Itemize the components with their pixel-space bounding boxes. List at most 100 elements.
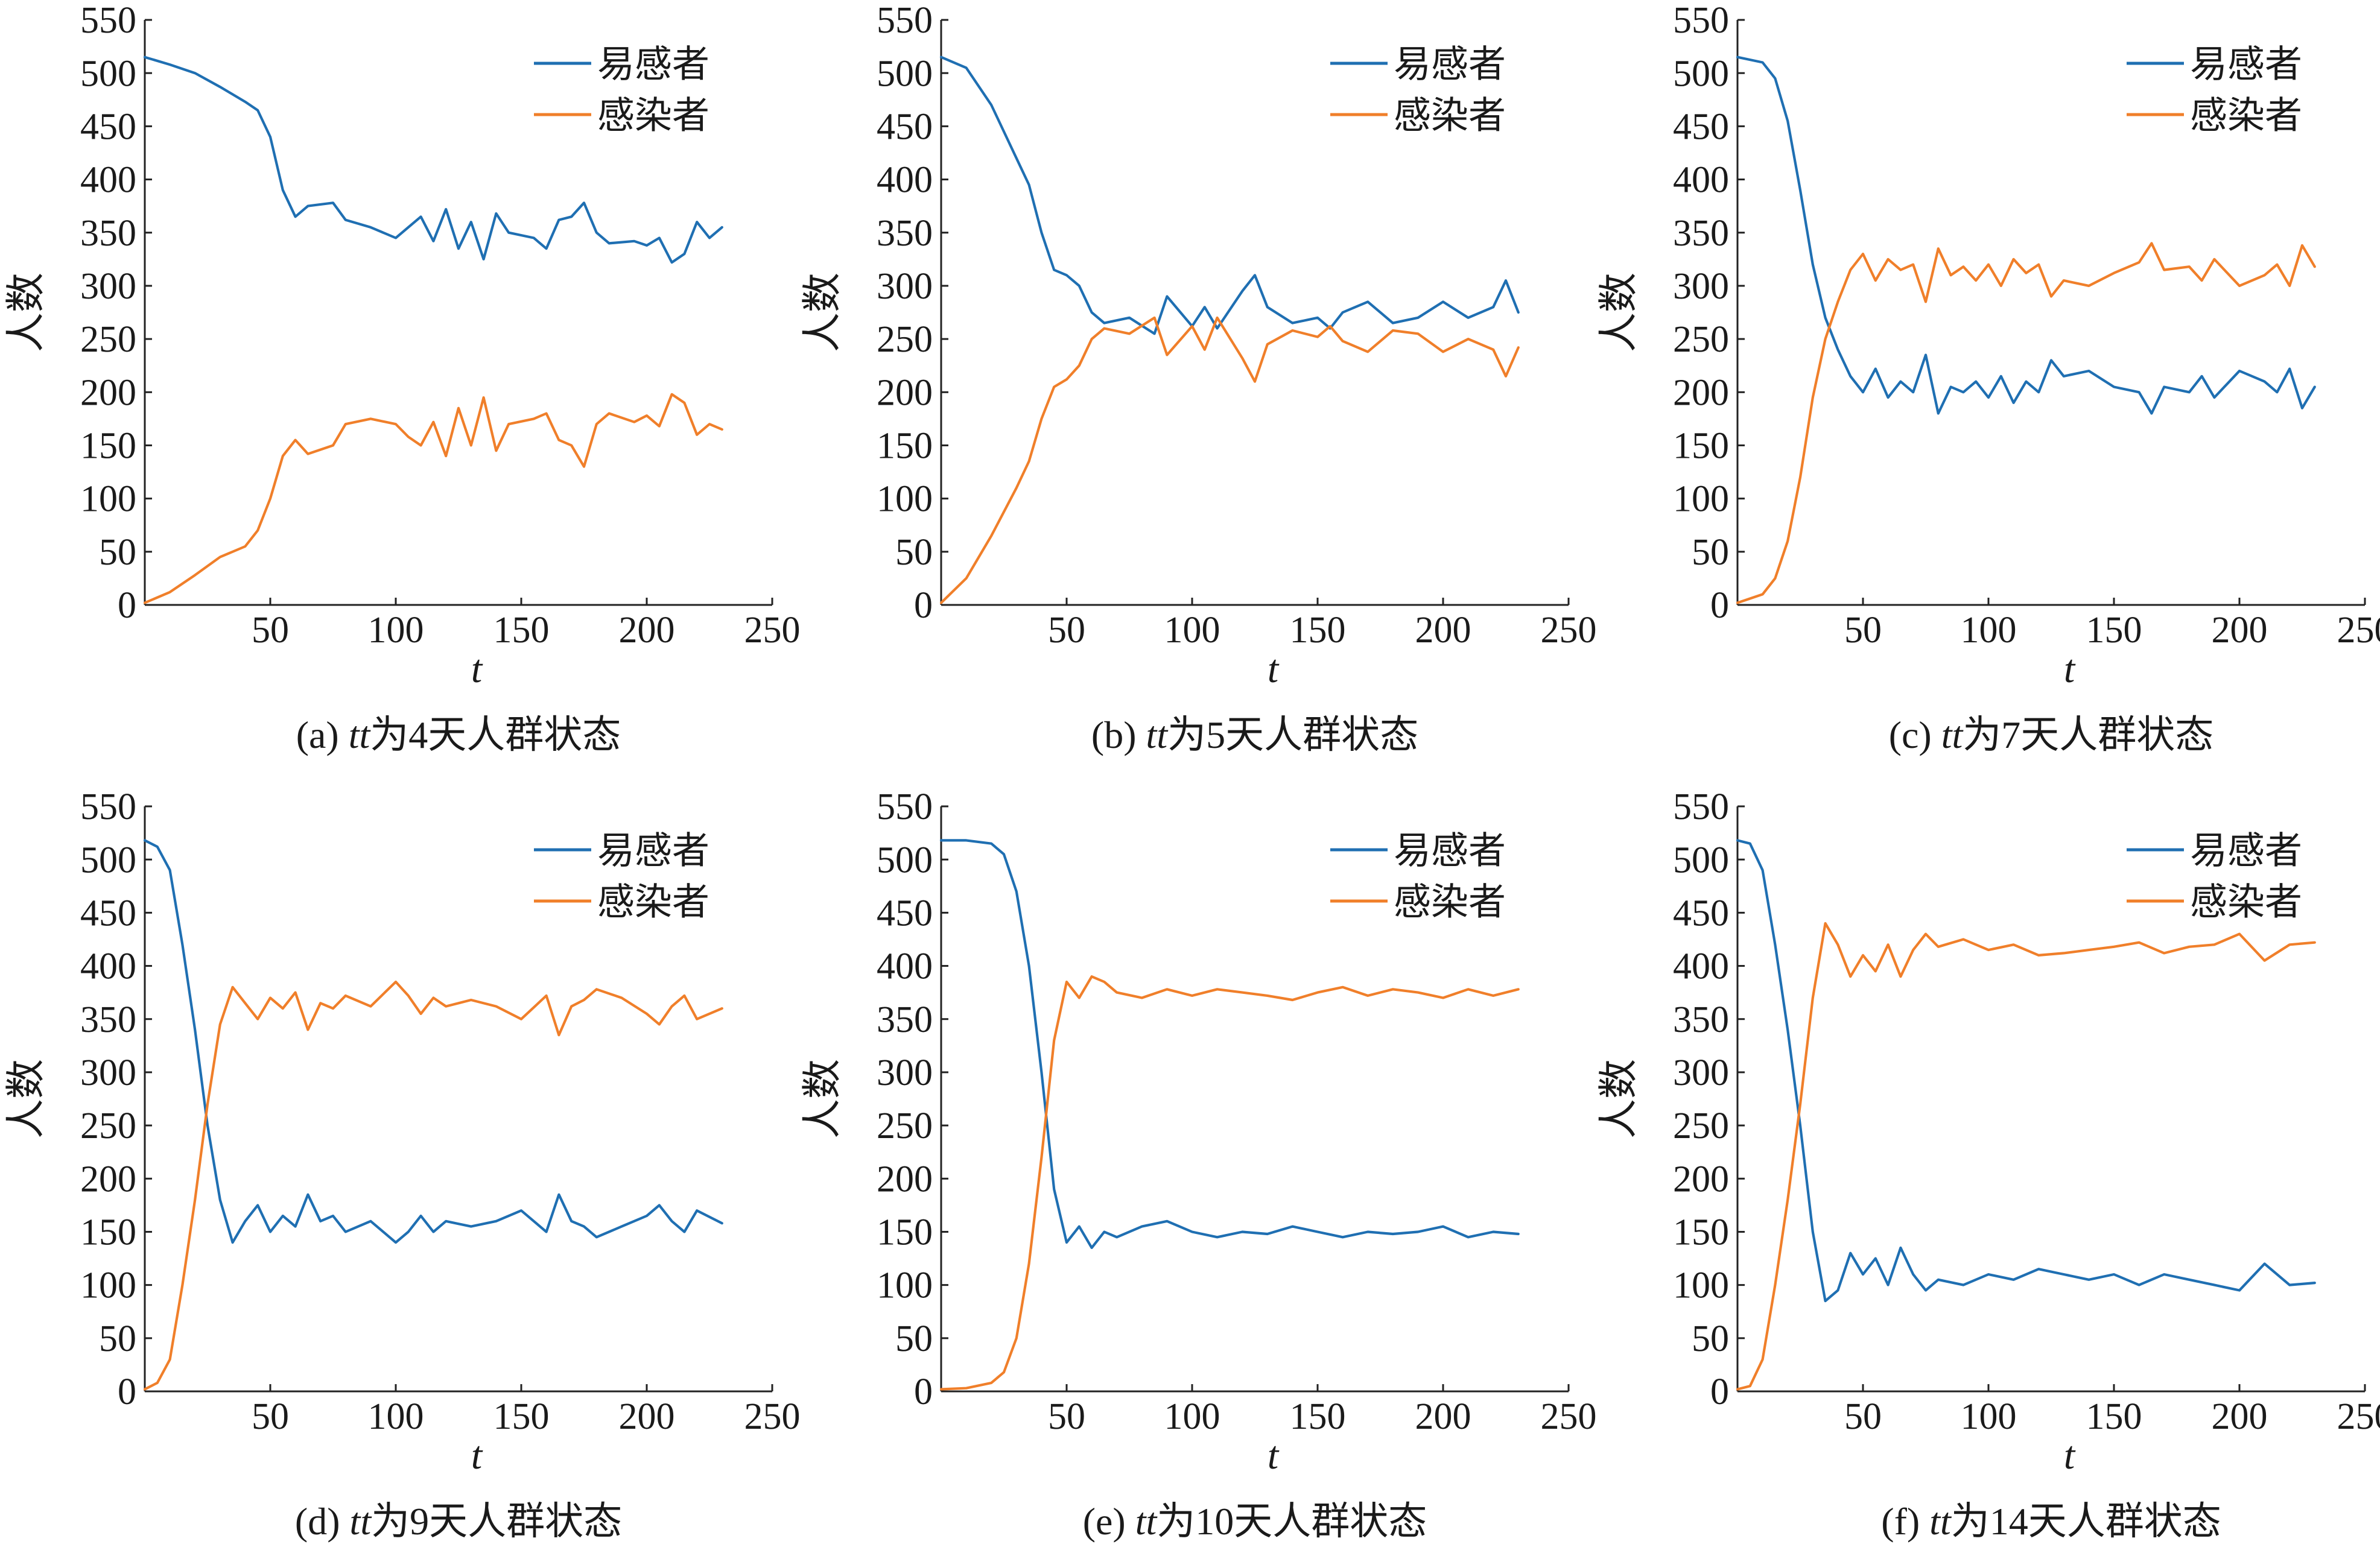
y-tick-label: 450 xyxy=(877,893,933,934)
x-tick-label: 250 xyxy=(1541,1396,1597,1437)
x-axis-label: t xyxy=(471,1434,483,1478)
y-tick-label: 50 xyxy=(99,532,136,573)
series-line-infected xyxy=(939,975,1520,1391)
y-tick-label: 400 xyxy=(877,946,933,987)
x-tick-label: 50 xyxy=(252,610,289,651)
y-tick-label: 450 xyxy=(877,106,933,147)
y-tick-label: 100 xyxy=(1673,1265,1729,1306)
y-tick-label: 400 xyxy=(80,946,136,987)
x-tick-label: 200 xyxy=(619,610,675,651)
x-axis-label: t xyxy=(471,647,483,691)
chart-panel-4: 0 50 100 150 200 250 300 350 400 450 500 550 50 100 15… xyxy=(4,786,801,1543)
legend-label: 感染者 xyxy=(1394,882,1506,923)
y-tick-label: 300 xyxy=(80,1052,136,1093)
y-tick-label: 150 xyxy=(80,426,136,467)
legend-label: 感染者 xyxy=(597,882,709,923)
y-tick-label: 350 xyxy=(80,999,136,1040)
y-tick-label: 150 xyxy=(877,426,933,467)
y-tick-label: 250 xyxy=(877,1105,933,1147)
y-tick-label: 100 xyxy=(1673,479,1729,520)
y-tick-label: 50 xyxy=(1692,532,1729,573)
x-tick-label: 200 xyxy=(1415,1396,1471,1437)
y-tick-label: 100 xyxy=(877,479,933,520)
y-tick-label: 550 xyxy=(1673,0,1729,41)
chart-panel-3: 0 50 100 150 200 250 300 350 400 450 500 550 50 100 15… xyxy=(1597,0,2380,756)
x-tick-label: 100 xyxy=(1961,1396,2017,1437)
chart-panel-5: 0 50 100 150 200 250 300 350 400 450 500 550 50 100 15… xyxy=(801,786,1597,1543)
legend-label: 感染者 xyxy=(2190,882,2302,923)
y-tick-label: 550 xyxy=(1673,786,1729,827)
y-tick-label: 50 xyxy=(895,532,933,573)
legend-label: 感染者 xyxy=(2190,95,2302,136)
x-tick-label: 150 xyxy=(1290,1396,1346,1437)
y-tick-label: 350 xyxy=(1673,999,1729,1040)
legend-label: 易感者 xyxy=(1394,44,1506,85)
y-tick-label: 200 xyxy=(877,1159,933,1200)
y-tick-label: 200 xyxy=(80,372,136,413)
series-line-susceptible xyxy=(1736,55,2316,415)
y-tick-label: 500 xyxy=(80,840,136,881)
x-tick-label: 150 xyxy=(2086,1396,2142,1437)
y-tick-label: 250 xyxy=(1673,319,1729,360)
x-tick-label: 200 xyxy=(619,1396,675,1437)
x-tick-label: 100 xyxy=(1164,1396,1220,1437)
y-tick-label: 350 xyxy=(1673,213,1729,254)
x-tick-label: 50 xyxy=(1048,1396,1085,1437)
series-line-infected xyxy=(1736,922,2316,1391)
y-tick-label: 500 xyxy=(1673,53,1729,94)
y-tick-label: 250 xyxy=(80,319,136,360)
y-tick-label: 450 xyxy=(80,893,136,934)
y-axis-label: 人数 xyxy=(801,273,845,352)
y-tick-label: 450 xyxy=(1673,893,1729,934)
y-tick-label: 0 xyxy=(1710,1371,1729,1412)
y-tick-label: 400 xyxy=(80,160,136,201)
x-tick-label: 150 xyxy=(2086,610,2142,651)
x-tick-label: 50 xyxy=(252,1396,289,1437)
legend-label: 易感者 xyxy=(2190,44,2302,85)
y-axis-label: 人数 xyxy=(1597,1059,1641,1139)
series-line-infected xyxy=(143,393,723,604)
panel-caption: (b) tt为5天人群状态 xyxy=(1091,713,1418,756)
y-tick-label: 150 xyxy=(1673,1212,1729,1253)
y-tick-label: 400 xyxy=(877,160,933,201)
panel-caption: (e) tt为10天人群状态 xyxy=(1083,1500,1427,1543)
x-axis-label: t xyxy=(1268,647,1280,691)
series-line-infected xyxy=(939,316,1520,604)
y-axis-label: 人数 xyxy=(4,273,48,352)
y-tick-label: 450 xyxy=(1673,106,1729,147)
legend-label: 易感者 xyxy=(597,830,709,871)
y-tick-label: 0 xyxy=(118,1371,136,1412)
y-tick-label: 500 xyxy=(80,53,136,94)
y-tick-label: 250 xyxy=(877,319,933,360)
panel-caption: (f) tt为14天人群状态 xyxy=(1881,1500,2221,1543)
y-tick-label: 400 xyxy=(1673,946,1729,987)
y-tick-label: 200 xyxy=(1673,1159,1729,1200)
x-tick-label: 250 xyxy=(2337,1396,2380,1437)
series-line-susceptible xyxy=(1736,839,2316,1303)
series-line-susceptible xyxy=(939,839,1520,1249)
x-tick-label: 250 xyxy=(2337,610,2380,651)
y-tick-label: 550 xyxy=(80,786,136,827)
y-tick-label: 550 xyxy=(877,0,933,41)
y-tick-label: 500 xyxy=(1673,840,1729,881)
y-tick-label: 250 xyxy=(1673,1105,1729,1147)
y-tick-label: 50 xyxy=(895,1318,933,1359)
x-tick-label: 50 xyxy=(1048,610,1085,651)
x-tick-label: 250 xyxy=(744,1396,801,1437)
y-axis-label: 人数 xyxy=(4,1059,48,1139)
legend-label: 易感者 xyxy=(597,44,709,85)
x-tick-label: 100 xyxy=(368,610,424,651)
y-tick-label: 350 xyxy=(80,213,136,254)
series-line-susceptible xyxy=(143,55,723,264)
x-tick-label: 100 xyxy=(1961,610,2017,651)
y-tick-label: 0 xyxy=(914,585,933,626)
series-line-infected xyxy=(1736,242,2316,604)
series-line-susceptible xyxy=(939,55,1520,335)
series-line-infected xyxy=(143,980,723,1391)
x-axis-label: t xyxy=(2064,647,2076,691)
